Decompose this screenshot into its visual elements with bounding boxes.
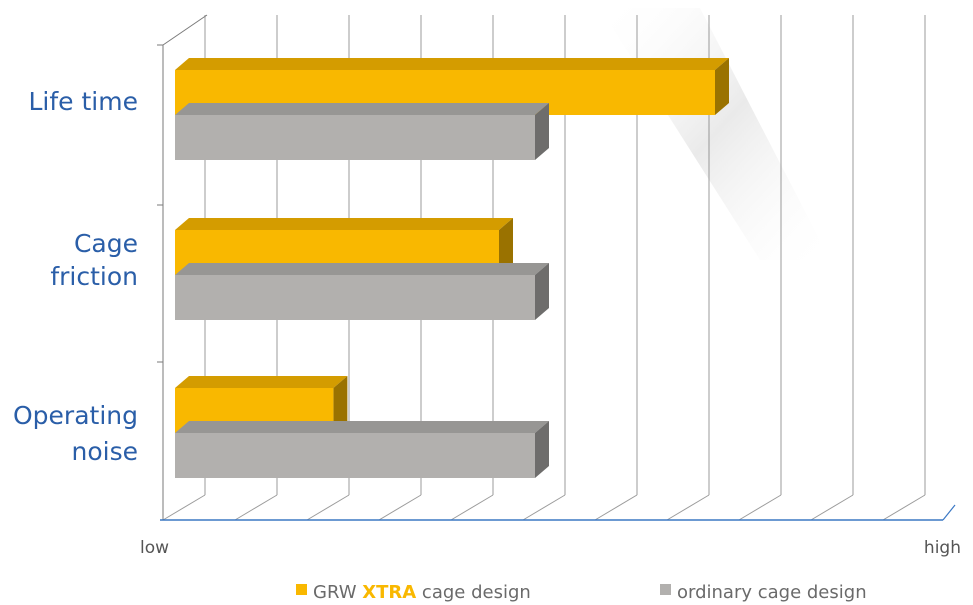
bar-ordinary	[175, 421, 549, 478]
bar-top-face	[175, 263, 549, 275]
legend-label-ordinary: ordinary cage design	[677, 582, 867, 603]
floor-grid-line	[738, 494, 782, 521]
floor-grid-line	[234, 494, 278, 521]
category-label: friction	[50, 262, 138, 291]
bar-top-face	[175, 376, 348, 388]
category-label: Cage	[74, 229, 138, 258]
legend-swatch-xtra	[296, 584, 307, 595]
floor-grid-line	[666, 494, 710, 521]
floor-grid-line	[450, 494, 494, 521]
bar-top-face	[175, 218, 513, 230]
floor-grid-line	[594, 494, 638, 521]
side-wall-top	[162, 14, 208, 46]
background-glare	[600, 8, 830, 260]
bar-side-face	[499, 218, 513, 275]
axis-max-label: high	[924, 538, 961, 558]
bar-ordinary	[175, 263, 549, 320]
floor-grid-line	[882, 494, 926, 521]
bar-ordinary	[175, 103, 549, 160]
value-axis-end	[942, 504, 956, 521]
axis-min-label: low	[140, 538, 169, 558]
category-label: noise	[72, 437, 139, 466]
bar-side-face	[535, 103, 549, 160]
floor-grid-line	[306, 494, 350, 521]
bar-front-face	[175, 115, 535, 160]
legend-label-xtra: GRW XTRA cage design	[313, 582, 531, 603]
legend-swatch-ordinary	[660, 584, 671, 595]
bar-side-face	[535, 263, 549, 320]
bar-top-face	[175, 421, 549, 433]
bar-top-face	[175, 58, 729, 70]
category-label: Life time	[29, 87, 139, 116]
floor-grid-line	[810, 494, 854, 521]
bar-top-face	[175, 103, 549, 115]
floor-grid-line	[162, 494, 206, 521]
floor-grid-line	[378, 494, 422, 521]
bar-side-face	[333, 376, 348, 433]
bar-side-face	[715, 58, 729, 115]
category-label: Operating	[13, 401, 138, 430]
floor-grid-line	[522, 494, 566, 521]
bar-front-face	[175, 433, 535, 478]
bar-side-face	[535, 421, 549, 478]
bar-front-face	[175, 275, 535, 320]
